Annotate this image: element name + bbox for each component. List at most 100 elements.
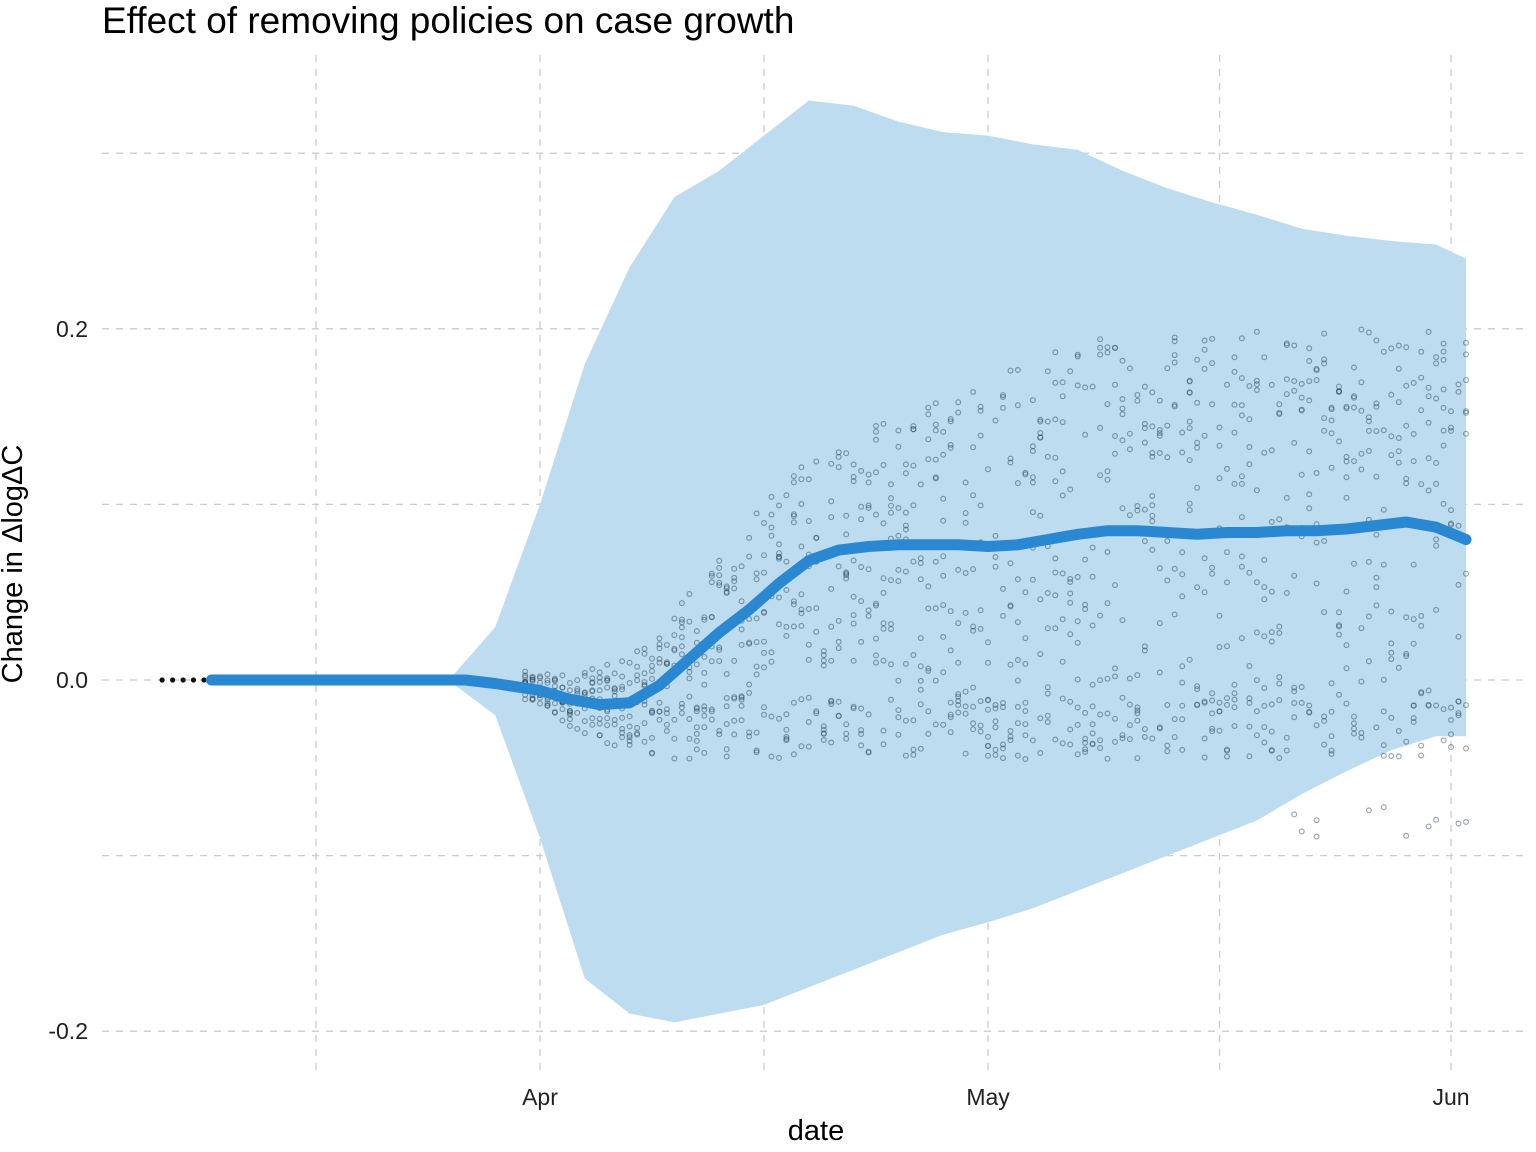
data-point [865,612,872,619]
data-point [1164,454,1171,461]
chart-title: Effect of removing policies on case grow… [102,0,795,41]
data-point [828,700,835,707]
data-point [1395,727,1402,734]
data-point [566,708,573,715]
data-point [1097,612,1104,619]
data-point [1059,419,1066,426]
data-point [1335,388,1342,395]
data-point [1306,702,1313,709]
data-point [1186,378,1193,385]
data-point [813,534,820,541]
data-point [999,745,1006,752]
data-point [663,727,670,734]
data-point [1388,752,1395,759]
data-point [1350,725,1357,732]
data-point [716,582,723,589]
data-point [1403,738,1410,745]
data-point [925,605,932,612]
data-point [663,706,670,713]
data-point [656,645,663,652]
data-point [820,662,827,669]
data-point [947,699,954,706]
data-point [619,729,626,736]
data-point [1388,608,1395,615]
data-point [798,464,805,471]
data-point [1261,724,1268,731]
data-point [1447,408,1454,415]
data-point [596,674,603,681]
data-point [663,659,670,666]
data-point [925,665,932,672]
data-point [589,715,596,722]
data-point [955,701,962,708]
data-point [768,511,775,518]
data-point [970,703,977,710]
data-point [1059,695,1066,702]
data-point [1044,625,1051,632]
data-point [992,532,999,539]
data-point [1223,643,1230,650]
data-point [1231,681,1238,688]
data-point [634,724,641,731]
data-point [604,676,611,683]
data-point [1029,479,1036,486]
data-point [1149,493,1156,500]
data-point [1029,737,1036,744]
data-point [1380,752,1387,759]
data-point [1410,640,1417,647]
data-point [708,579,715,586]
data-point [1104,755,1111,762]
data-point [1149,512,1156,519]
data-point [940,572,947,579]
data-point [932,677,939,684]
data-point [1358,407,1365,414]
data-point [1261,739,1268,746]
data-point [1418,481,1425,488]
data-point [962,510,969,517]
data-point [634,731,641,738]
data-point [1291,378,1298,385]
data-point [1179,549,1186,556]
data-point [1194,584,1201,591]
data-point [895,505,902,512]
data-point [1276,680,1283,687]
data-point [880,625,887,632]
data-point [1455,633,1462,640]
data-point [723,753,730,760]
data-point [1388,391,1395,398]
data-point [693,737,700,744]
data-point [1156,565,1163,572]
data-point [731,717,738,724]
data-point [925,411,932,418]
data-point [1328,747,1335,754]
data-point [1194,439,1201,446]
data-point [678,600,685,607]
data-point [775,555,782,562]
data-point [589,679,596,686]
data-point [1156,430,1163,437]
data-point [1298,828,1305,835]
data-point [1418,374,1425,381]
data-point [1462,408,1469,415]
data-point [1171,352,1178,359]
data-point [1014,576,1021,583]
data-point [551,708,558,715]
data-point [1335,623,1342,630]
data-point [1350,730,1357,737]
data-point [805,605,812,612]
data-point [1059,570,1066,577]
data-point [947,416,954,423]
data-point [536,674,543,681]
data-point [1261,556,1268,563]
data-point [925,708,932,715]
data-point [835,713,842,720]
data-point [1321,741,1328,748]
data-point [1253,629,1260,636]
data-point [1022,469,1029,476]
data-point [619,734,626,741]
data-point [932,427,939,434]
x-axis-title: date [788,1115,844,1147]
data-point [678,643,685,650]
data-point [1082,739,1089,746]
data-point [619,686,626,693]
